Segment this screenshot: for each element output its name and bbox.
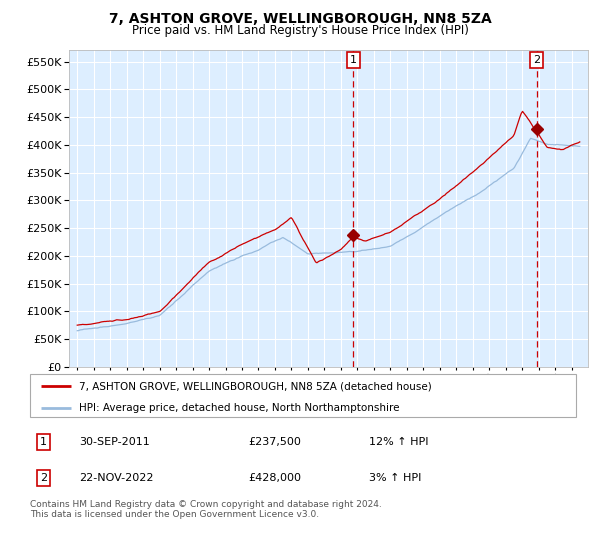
Text: 12% ↑ HPI: 12% ↑ HPI (368, 437, 428, 447)
Text: Contains HM Land Registry data © Crown copyright and database right 2024.
This d: Contains HM Land Registry data © Crown c… (30, 500, 382, 519)
Text: Price paid vs. HM Land Registry's House Price Index (HPI): Price paid vs. HM Land Registry's House … (131, 24, 469, 36)
Text: 7, ASHTON GROVE, WELLINGBOROUGH, NN8 5ZA: 7, ASHTON GROVE, WELLINGBOROUGH, NN8 5ZA (109, 12, 491, 26)
Text: 1: 1 (350, 55, 357, 65)
Text: 7, ASHTON GROVE, WELLINGBOROUGH, NN8 5ZA (detached house): 7, ASHTON GROVE, WELLINGBOROUGH, NN8 5ZA… (79, 381, 432, 391)
Text: 2: 2 (533, 55, 541, 65)
Text: HPI: Average price, detached house, North Northamptonshire: HPI: Average price, detached house, Nort… (79, 403, 400, 413)
Text: 2: 2 (40, 473, 47, 483)
Text: 3% ↑ HPI: 3% ↑ HPI (368, 473, 421, 483)
Text: 30-SEP-2011: 30-SEP-2011 (79, 437, 150, 447)
Text: 22-NOV-2022: 22-NOV-2022 (79, 473, 154, 483)
Text: £428,000: £428,000 (248, 473, 301, 483)
Text: 1: 1 (40, 437, 47, 447)
Text: £237,500: £237,500 (248, 437, 301, 447)
